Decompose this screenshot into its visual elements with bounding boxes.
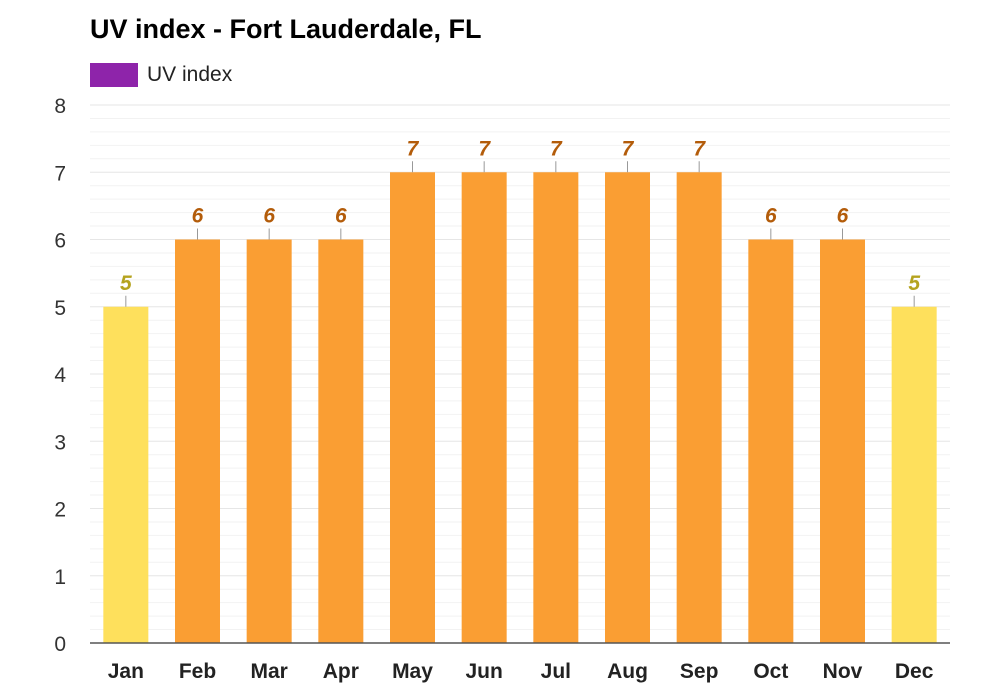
bar: [605, 172, 650, 643]
bar: [533, 172, 579, 643]
data-label: 6: [263, 205, 275, 228]
legend-label: UV index: [147, 63, 233, 86]
x-tick-label: Feb: [179, 660, 216, 683]
x-tick-label: Sep: [680, 660, 719, 683]
bar: [318, 239, 364, 643]
data-label: 6: [192, 205, 204, 228]
bar: [676, 172, 722, 643]
y-tick-label: 3: [54, 431, 66, 454]
y-tick-label: 4: [54, 364, 66, 387]
data-label: 7: [693, 137, 706, 160]
data-label: 6: [765, 205, 777, 228]
data-label: 6: [335, 205, 347, 228]
x-tick-label: Aug: [607, 660, 648, 683]
bar: [891, 306, 937, 643]
x-tick-label: Oct: [753, 660, 788, 683]
data-label: 5: [908, 272, 920, 295]
bar: [246, 239, 292, 643]
x-tick-label: May: [392, 660, 433, 683]
x-tick-label: Jul: [541, 660, 571, 683]
data-label: 6: [837, 205, 849, 228]
y-tick-label: 5: [54, 297, 66, 320]
legend-swatch: [90, 63, 138, 87]
y-tick-label: 2: [54, 499, 66, 522]
x-tick-label: Jun: [465, 660, 502, 683]
bar: [461, 172, 507, 643]
x-tick-label: Nov: [823, 660, 863, 683]
x-tick-label: Jan: [108, 660, 144, 683]
data-label: 7: [478, 137, 491, 160]
y-tick-label: 7: [54, 162, 66, 185]
y-tick-label: 1: [54, 566, 66, 589]
legend: UV index: [90, 62, 232, 88]
chart-title: UV index - Fort Lauderdale, FL: [90, 14, 482, 44]
data-label: 7: [407, 137, 420, 160]
bar: [748, 239, 794, 643]
data-label: 7: [550, 137, 563, 160]
x-tick-label: Apr: [323, 660, 359, 683]
x-tick-label: Dec: [895, 660, 934, 683]
bar: [820, 239, 865, 643]
y-tick-label: 0: [54, 633, 66, 656]
bar: [175, 239, 220, 643]
data-label: 7: [622, 137, 635, 160]
x-tick-label: Mar: [250, 660, 287, 683]
data-label: 5: [120, 272, 132, 295]
y-tick-label: 6: [54, 230, 66, 253]
bar: [103, 306, 149, 643]
y-tick-label: 8: [54, 95, 66, 118]
bar: [390, 172, 435, 643]
